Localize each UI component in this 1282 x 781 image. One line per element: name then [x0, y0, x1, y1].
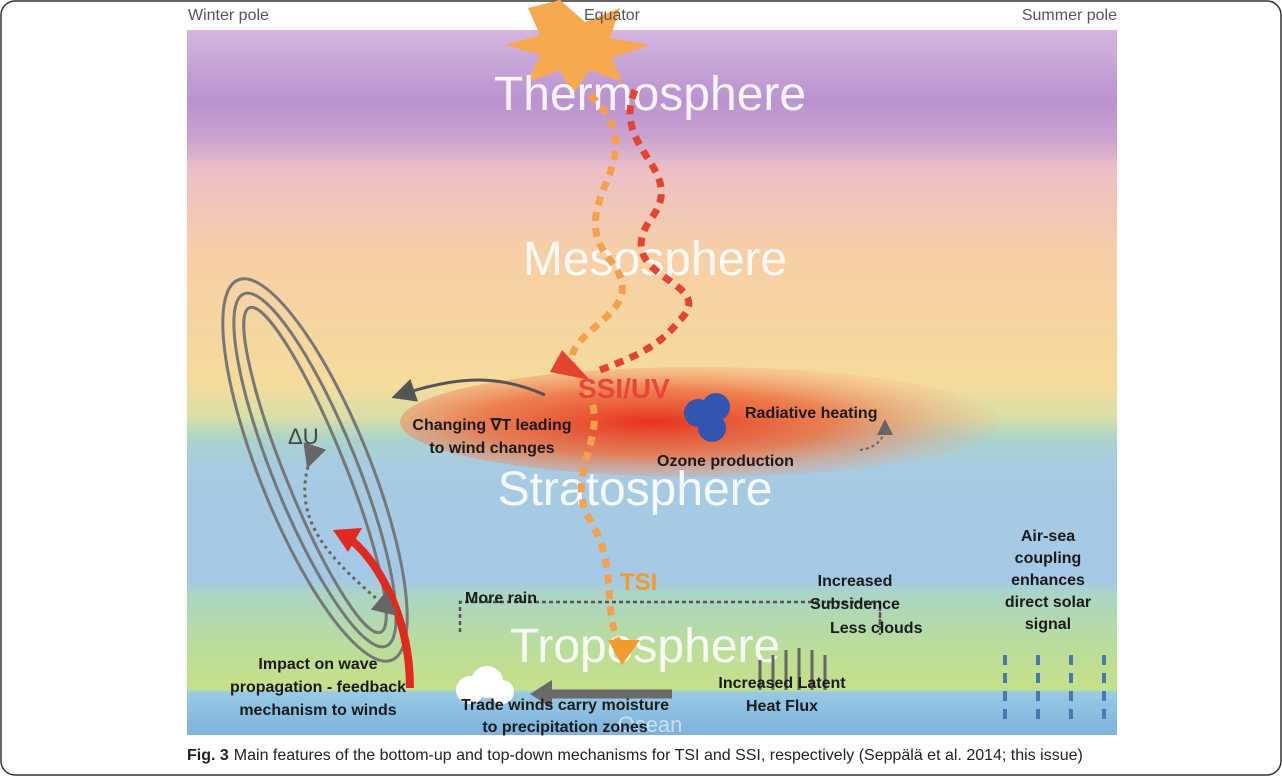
coupling-arrows [1003, 655, 1106, 720]
header-left: Winter pole [188, 7, 269, 24]
layer-label: Mesosphere [523, 233, 787, 286]
ssi-label: SSI/UV [578, 373, 670, 404]
ssi-arrowhead [550, 350, 590, 380]
heating-arrow [859, 419, 893, 451]
ssi-wave [598, 88, 693, 374]
delta-u: ΔU [288, 424, 319, 449]
wave-arrow [303, 441, 397, 616]
layer-label: Stratosphere [498, 463, 773, 516]
tsi-arrowhead [608, 640, 640, 665]
sun [505, 0, 650, 95]
annotation: Changing ∇T leading to wind changes [412, 417, 571, 457]
ozone-molecule [684, 393, 730, 442]
annotation: Increased Subsidence [810, 573, 900, 613]
annotation: Radiative heating [745, 405, 877, 422]
tsi-wave [568, 92, 626, 652]
circulation-arrow [458, 600, 882, 635]
layer-label: Troposphere [510, 620, 780, 673]
header-right: Summer pole [1022, 7, 1117, 24]
annotation: Impact on wave propagation - feedback mech… [230, 656, 406, 719]
heat-flux-arrows [758, 648, 827, 690]
annotation: Ozone production [657, 453, 794, 470]
header-center: Equator [584, 7, 641, 24]
annotation: Less clouds [830, 620, 923, 637]
caption: Fig. 3 Main features of the bottom-up and… [187, 747, 1083, 764]
layer-label: Thermosphere [494, 68, 806, 121]
cloud [456, 666, 514, 704]
wind-change-arrow [391, 378, 546, 402]
layer-label: Ocean [618, 712, 683, 737]
annotation: Increased Latent Heat Flux [718, 675, 846, 715]
annotation: Trade winds carry moisture to precipitati… [461, 697, 669, 736]
annotation: Air-sea coupling enhances direct solar signa… [1005, 528, 1091, 633]
trade-wind-arrowhead [530, 680, 552, 708]
annotation: More rain [465, 590, 537, 607]
tsi-label: TSI [620, 569, 657, 596]
